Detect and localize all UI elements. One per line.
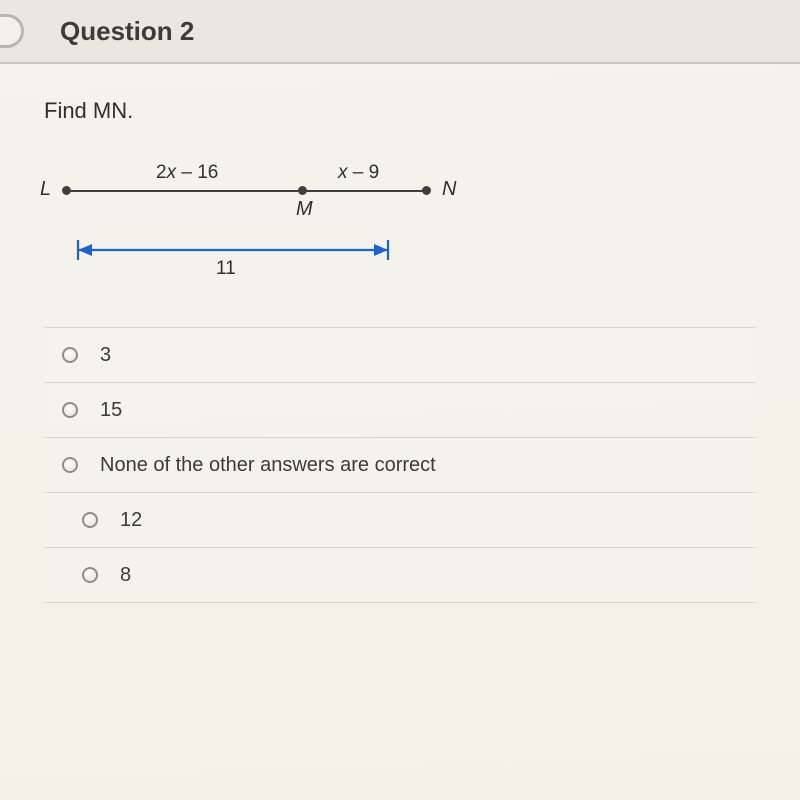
question-title: Question 2	[60, 16, 194, 47]
radio-icon[interactable]	[62, 457, 78, 473]
quiz-question-page: Question 2 Find MN. L M N 2x – 16 x – 9	[0, 0, 800, 800]
option-label: 8	[120, 564, 131, 587]
question-prompt: Find MN.	[44, 98, 756, 124]
seg-lm-var: x	[167, 162, 177, 183]
segment-MN-label: x – 9	[338, 162, 379, 184]
point-N-dot	[422, 186, 431, 195]
option-label: 15	[100, 399, 122, 422]
radio-icon[interactable]	[82, 512, 98, 528]
question-body: Find MN. L M N 2x – 16 x – 9	[0, 64, 800, 603]
point-M-dot	[298, 186, 307, 195]
seg-mn-const: – 9	[348, 162, 380, 183]
dimension-line	[78, 240, 388, 260]
seg-lm-const: – 16	[176, 162, 218, 183]
answer-options: 3 15 None of the other answers are corre…	[44, 327, 756, 603]
point-M-label: M	[296, 198, 313, 221]
segment-diagram: L M N 2x – 16 x – 9 11	[66, 154, 756, 324]
option-label: 12	[120, 509, 142, 532]
radio-icon[interactable]	[82, 567, 98, 583]
option-label: 3	[100, 344, 111, 367]
point-N-label: N	[442, 178, 456, 201]
seg-lm-coeff: 2	[156, 162, 167, 183]
radio-icon[interactable]	[62, 402, 78, 418]
point-L-label: L	[40, 178, 51, 201]
segment-LM-label: 2x – 16	[156, 162, 218, 184]
option-row[interactable]: 8	[44, 547, 756, 603]
segment-line	[66, 190, 426, 192]
option-row[interactable]: 3	[44, 327, 756, 383]
option-label: None of the other answers are correct	[100, 454, 436, 477]
point-L-dot	[62, 186, 71, 195]
dimension-value: 11	[216, 258, 236, 280]
radio-icon[interactable]	[62, 347, 78, 363]
seg-mn-var: x	[338, 162, 348, 183]
option-row[interactable]: 12	[44, 492, 756, 548]
question-header: Question 2	[0, 0, 800, 64]
option-row[interactable]: 15	[44, 382, 756, 438]
option-row[interactable]: None of the other answers are correct	[44, 437, 756, 493]
